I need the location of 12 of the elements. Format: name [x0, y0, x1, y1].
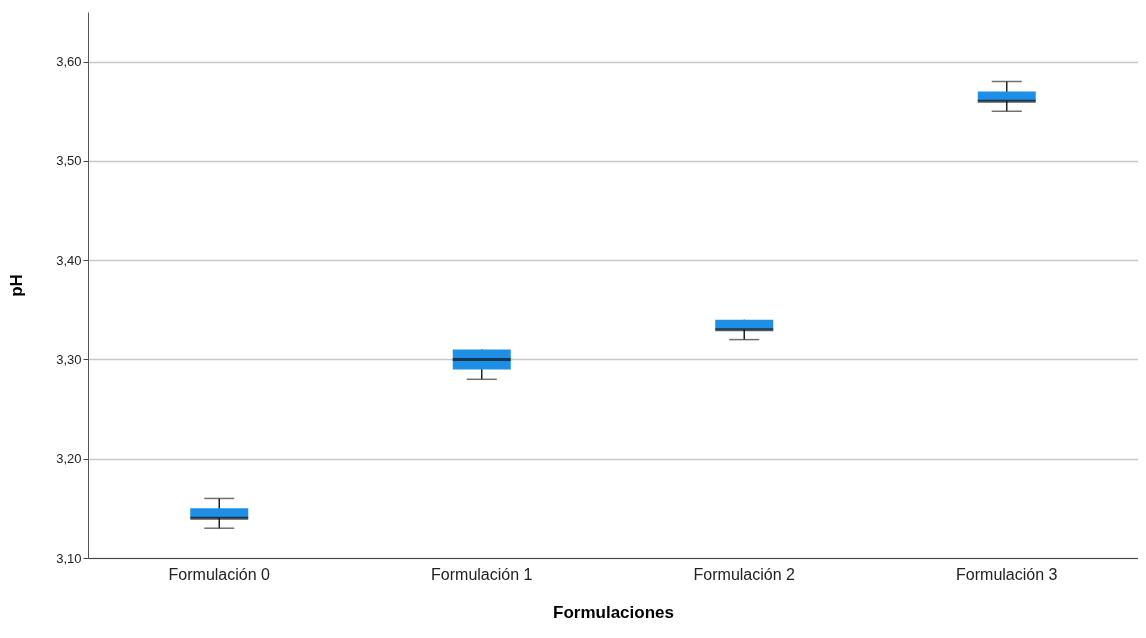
y-tick-label: 3,10 — [56, 550, 82, 566]
y-tick-label: 3,40 — [56, 252, 82, 268]
x-tick-label: Formulación 1 — [431, 565, 533, 583]
y-tick-label: 3,50 — [56, 153, 82, 169]
x-tick-label: Formulación 2 — [693, 565, 796, 583]
y-axis-title: pH — [7, 274, 27, 297]
x-tick-label: Formulación 3 — [956, 565, 1058, 583]
y-tick-label: 3,60 — [56, 54, 82, 70]
x-tick-label: Formulación 0 — [168, 565, 271, 583]
y-tick-label: 3,20 — [56, 451, 82, 467]
x-axis-title: Formulaciones — [553, 602, 674, 622]
y-tick-label: 3,30 — [56, 351, 82, 367]
